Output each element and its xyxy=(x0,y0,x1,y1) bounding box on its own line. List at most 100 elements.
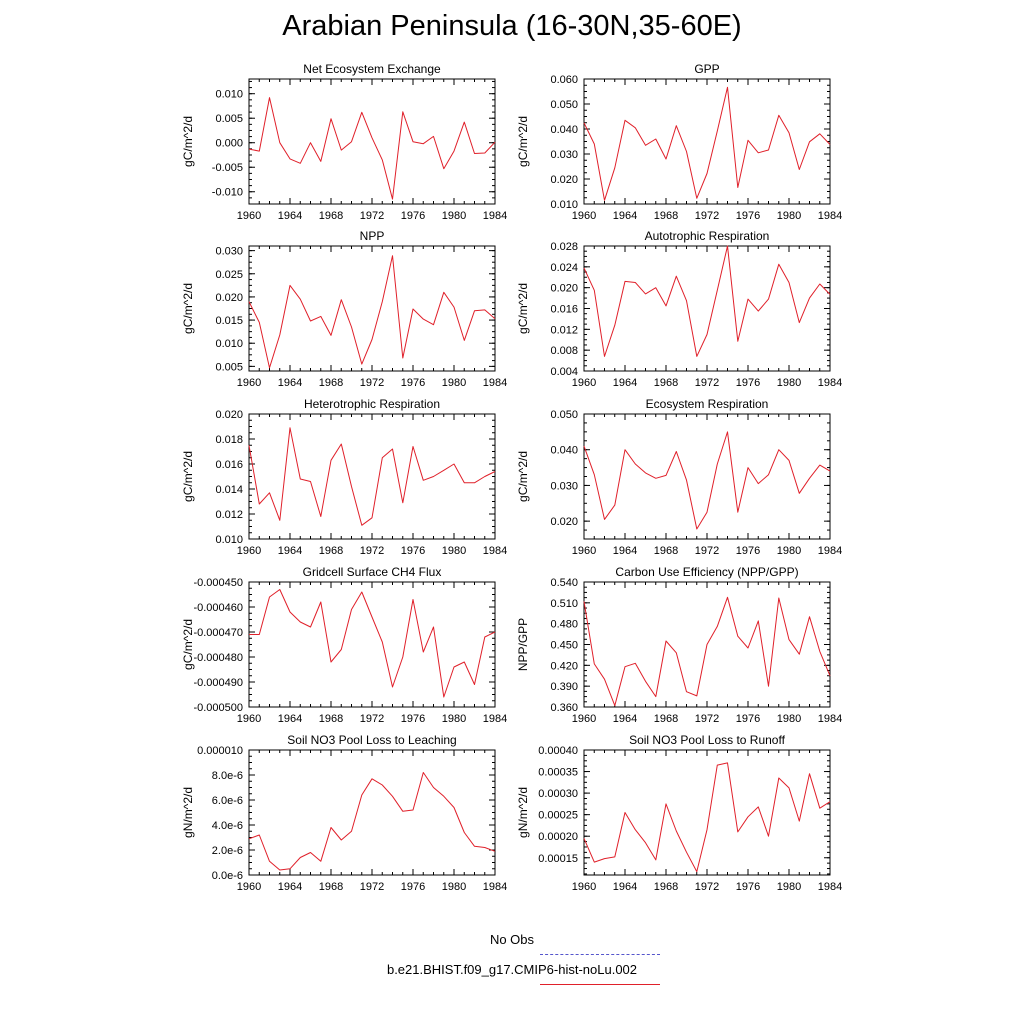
x-tick-label: 1960 xyxy=(572,713,596,725)
y-tick-label: 0.00035 xyxy=(538,767,578,779)
y-tick-label: 0.018 xyxy=(215,434,243,446)
x-tick-label: 1980 xyxy=(442,881,466,893)
x-tick-label: 1968 xyxy=(319,210,343,222)
y-tick-label: 0.025 xyxy=(215,269,243,281)
x-tick-label: 1972 xyxy=(360,713,384,725)
y-tick-label: 0.005 xyxy=(215,113,243,125)
y-axis-label: NPP/GPP xyxy=(516,618,530,671)
x-tick-label: 1964 xyxy=(613,377,637,389)
x-tick-label: 1960 xyxy=(572,377,596,389)
x-tick-label: 1964 xyxy=(278,210,302,222)
y-tick-label: 0.028 xyxy=(550,241,578,253)
series-line xyxy=(248,97,496,200)
y-tick-label: 0.00025 xyxy=(538,810,578,822)
y-axis-label: gC/m^2/d xyxy=(516,116,530,167)
y-tick-label: 0.040 xyxy=(550,445,578,457)
y-axis-label: gC/m^2/d xyxy=(181,283,195,334)
panel-title: Gridcell Surface CH4 Flux xyxy=(303,565,442,579)
y-tick-label: 0.024 xyxy=(550,262,578,274)
y-axis-label: gC/m^2/d xyxy=(181,116,195,167)
x-tick-label: 1960 xyxy=(237,377,261,389)
y-tick-label: 0.010 xyxy=(550,199,578,211)
legend-model-line xyxy=(540,984,660,985)
chart-net-ecosystem-exchange: Net Ecosystem Exchange gC/m^2/d 1960 1964 19… xyxy=(181,62,507,222)
x-tick-label: 1972 xyxy=(695,210,719,222)
y-axis-label: gC/m^2/d xyxy=(181,619,195,670)
series-line xyxy=(249,589,496,698)
panel-title: Soil NO3 Pool Loss to Leaching xyxy=(287,733,456,747)
x-tick-label: 1964 xyxy=(278,881,302,893)
y-tick-label: 0.510 xyxy=(550,598,578,610)
panel-title: Soil NO3 Pool Loss to Runoff xyxy=(629,733,786,747)
y-tick-label: -0.000460 xyxy=(193,602,243,614)
chart-soil-no3-pool-loss-to-runoff: Soil NO3 Pool Loss to Runoff gN/m^2/d 1960… xyxy=(516,733,842,893)
x-tick-label: 1984 xyxy=(483,713,507,725)
chart-gridcell-surface-ch4-flux: Gridcell Surface CH4 Flux gC/m^2/d 1960 196… xyxy=(181,565,507,725)
x-tick-label: 1960 xyxy=(237,713,261,725)
y-tick-label: 6.0e-6 xyxy=(212,795,243,807)
y-tick-label: -0.005 xyxy=(212,162,243,174)
y-tick-label: -0.000470 xyxy=(193,627,243,639)
x-tick-label: 1964 xyxy=(278,545,302,557)
y-tick-label: 0.450 xyxy=(550,640,578,652)
x-tick-label: 1972 xyxy=(695,881,719,893)
x-tick-label: 1976 xyxy=(401,545,425,557)
x-tick-label: 1984 xyxy=(818,377,842,389)
y-tick-label: 8.0e-6 xyxy=(212,770,243,782)
plot-frame xyxy=(583,749,831,876)
legend-model-label: b.e21.BHIST.f09_g17.CMIP6-hist-noLu.002 xyxy=(386,962,638,977)
x-tick-label: 1972 xyxy=(360,545,384,557)
series-line xyxy=(248,255,496,369)
y-tick-label: 0.420 xyxy=(550,660,578,672)
y-tick-label: 0.012 xyxy=(215,509,243,521)
y-tick-label: 0.020 xyxy=(550,516,578,528)
chart-heterotrophic-respiration: Heterotrophic Respiration gC/m^2/d 1960 196… xyxy=(181,397,507,557)
plot-frame xyxy=(248,413,496,540)
x-tick-label: 1960 xyxy=(237,545,261,557)
y-tick-label: 0.008 xyxy=(550,345,578,357)
y-tick-label: 0.030 xyxy=(550,480,578,492)
x-tick-label: 1964 xyxy=(613,210,637,222)
chart-ecosystem-respiration: Ecosystem Respiration gC/m^2/d 1960 1964 196… xyxy=(516,397,842,557)
x-tick-label: 1980 xyxy=(777,377,801,389)
y-tick-label: 0.020 xyxy=(550,283,578,295)
x-tick-label: 1964 xyxy=(613,713,637,725)
y-axis-label: gC/m^2/d xyxy=(516,451,530,502)
x-tick-label: 1976 xyxy=(736,377,760,389)
x-tick-label: 1980 xyxy=(442,377,466,389)
y-tick-label: 0.480 xyxy=(550,619,578,631)
y-tick-label: 0.020 xyxy=(215,292,243,304)
panel-title: Carbon Use Efficiency (NPP/GPP) xyxy=(615,565,798,579)
panel-title: Ecosystem Respiration xyxy=(646,397,769,411)
x-tick-label: 1972 xyxy=(360,881,384,893)
y-tick-label: 0.010 xyxy=(215,338,243,350)
y-tick-label: -0.000500 xyxy=(193,702,243,714)
x-tick-label: 1968 xyxy=(654,881,678,893)
y-tick-label: -0.000480 xyxy=(193,652,243,664)
y-tick-label: 0.040 xyxy=(550,124,578,136)
x-tick-label: 1980 xyxy=(777,545,801,557)
y-tick-label: 0.015 xyxy=(215,315,243,327)
y-tick-label: 0.012 xyxy=(550,324,578,336)
x-tick-label: 1976 xyxy=(736,545,760,557)
y-tick-label: -0.000490 xyxy=(193,677,243,689)
y-axis-label: gC/m^2/d xyxy=(516,283,530,334)
y-tick-label: 0.360 xyxy=(550,702,578,714)
legend-obs-label: No Obs xyxy=(489,932,535,947)
y-tick-label: 0.020 xyxy=(215,409,243,421)
y-axis-label: gC/m^2/d xyxy=(181,451,195,502)
y-tick-label: 4.0e-6 xyxy=(212,820,243,832)
x-tick-label: 1968 xyxy=(654,545,678,557)
x-tick-label: 1984 xyxy=(818,713,842,725)
y-tick-label: 0.030 xyxy=(215,246,243,258)
chart-soil-no3-pool-loss-to-leaching: Soil NO3 Pool Loss to Leaching gN/m^2/d 19… xyxy=(181,733,507,893)
y-tick-label: -0.000450 xyxy=(193,577,243,589)
legend-obs-line xyxy=(540,954,660,955)
plot-frame xyxy=(583,245,831,372)
plot-frame xyxy=(248,749,496,876)
plot-frame xyxy=(583,413,831,540)
series-line xyxy=(583,86,831,201)
y-tick-label: 0.016 xyxy=(550,304,578,316)
x-tick-label: 1984 xyxy=(483,545,507,557)
